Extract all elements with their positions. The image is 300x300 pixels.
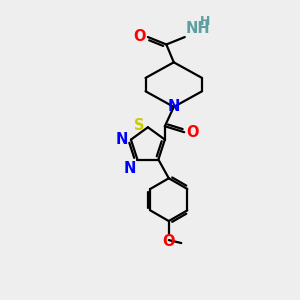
Text: N: N <box>116 132 128 147</box>
Text: O: O <box>163 234 175 249</box>
Text: H: H <box>200 15 211 28</box>
Text: NH: NH <box>185 21 210 36</box>
Text: S: S <box>134 118 145 133</box>
Text: N: N <box>124 161 136 176</box>
Text: O: O <box>134 29 146 44</box>
Text: N: N <box>168 99 180 114</box>
Text: O: O <box>186 125 199 140</box>
